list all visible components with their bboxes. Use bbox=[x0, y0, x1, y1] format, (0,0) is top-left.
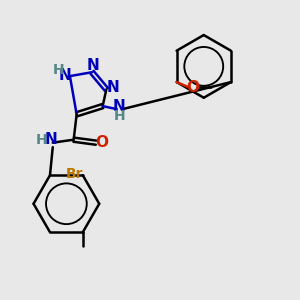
Text: H: H bbox=[113, 109, 125, 123]
Text: H: H bbox=[53, 62, 64, 76]
Text: H: H bbox=[36, 133, 47, 147]
Text: N: N bbox=[45, 132, 58, 147]
Text: Br: Br bbox=[66, 167, 83, 181]
Text: N: N bbox=[58, 68, 71, 83]
Text: N: N bbox=[86, 58, 99, 73]
Text: O: O bbox=[95, 135, 109, 150]
Text: N: N bbox=[106, 80, 119, 95]
Text: N: N bbox=[113, 99, 125, 114]
Text: O: O bbox=[187, 80, 200, 95]
